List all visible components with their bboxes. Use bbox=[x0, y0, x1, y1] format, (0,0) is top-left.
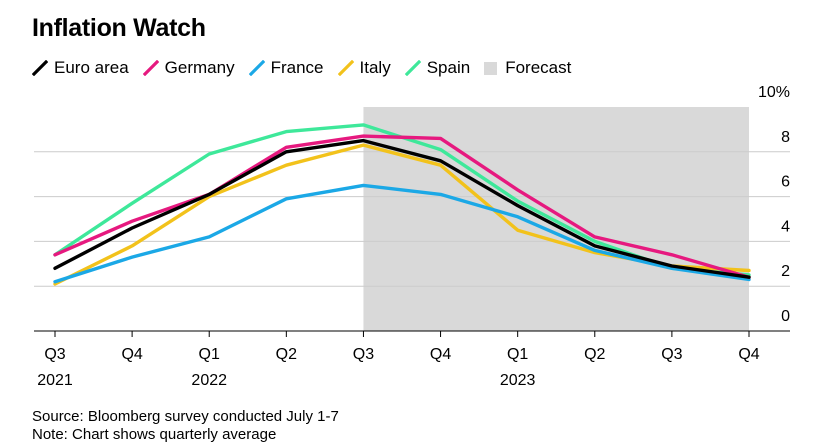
legend-item-spain: Spain bbox=[404, 58, 471, 78]
x-tick-label-1: Q4 bbox=[121, 346, 142, 363]
legend-swatch-france bbox=[248, 60, 265, 76]
y-tick-label-6: 6 bbox=[781, 174, 790, 191]
series-line-germany bbox=[53, 134, 751, 279]
series-line-france bbox=[53, 183, 751, 284]
y-tick-label-4: 4 bbox=[781, 218, 790, 235]
footer: Source: Bloomberg survey conducted July … bbox=[32, 408, 339, 444]
x-tick-label-5: Q4 bbox=[430, 346, 451, 363]
legend-item-germany: Germany bbox=[142, 58, 235, 78]
x-tick-label-6: Q1 bbox=[507, 346, 528, 363]
x-tick-label-3: Q2 bbox=[276, 346, 297, 363]
y-tick-label-0: 0 bbox=[781, 308, 790, 325]
forecast-swatch bbox=[484, 61, 498, 75]
legend-label-euro-area: Euro area bbox=[54, 58, 129, 77]
legend-item-euro-area: Euro area bbox=[32, 58, 129, 78]
legend-label-italy: Italy bbox=[359, 58, 391, 77]
x-tick-label-7: Q2 bbox=[584, 346, 605, 363]
legend-swatch-italy bbox=[337, 60, 354, 76]
x-tick-label-9: Q4 bbox=[738, 346, 759, 363]
x-tick-year-6: 2023 bbox=[500, 372, 536, 389]
legend: Euro area Germany France Italy Spain Forecas… bbox=[32, 58, 585, 78]
source-note: Source: Bloomberg survey conducted July … bbox=[32, 408, 339, 425]
y-tick-label-2: 2 bbox=[781, 263, 790, 280]
legend-item-france: France bbox=[248, 58, 324, 78]
legend-swatch-euro-area bbox=[32, 60, 48, 76]
x-tick-label-8: Q3 bbox=[661, 346, 682, 363]
series-line-euro-area bbox=[53, 138, 751, 279]
chart-title: Inflation Watch bbox=[32, 14, 206, 42]
x-tick-year-2: 2022 bbox=[191, 372, 227, 389]
y-tick-label-8: 8 bbox=[781, 129, 790, 146]
forecast-region bbox=[363, 107, 749, 331]
legend-label-spain: Spain bbox=[426, 58, 471, 77]
x-tick-label-0: Q3 bbox=[44, 346, 65, 363]
legend-item-forecast: Forecast bbox=[484, 58, 571, 78]
y-tick-label-10: 10% bbox=[758, 84, 790, 101]
legend-series: Euro area Germany France Italy Spain bbox=[32, 58, 484, 78]
legend-swatch-spain bbox=[404, 60, 421, 76]
legend-label-germany: Germany bbox=[164, 58, 235, 77]
legend-label-forecast: Forecast bbox=[505, 58, 572, 77]
x-tick-year-0: 2021 bbox=[37, 372, 73, 389]
legend-item-italy: Italy bbox=[337, 58, 391, 78]
legend-swatch-germany bbox=[142, 60, 159, 76]
x-tick-label-2: Q1 bbox=[199, 346, 220, 363]
legend-label-france: France bbox=[270, 58, 324, 77]
chart-note: Note: Chart shows quarterly average bbox=[32, 426, 277, 443]
x-tick-label-4: Q3 bbox=[353, 346, 374, 363]
